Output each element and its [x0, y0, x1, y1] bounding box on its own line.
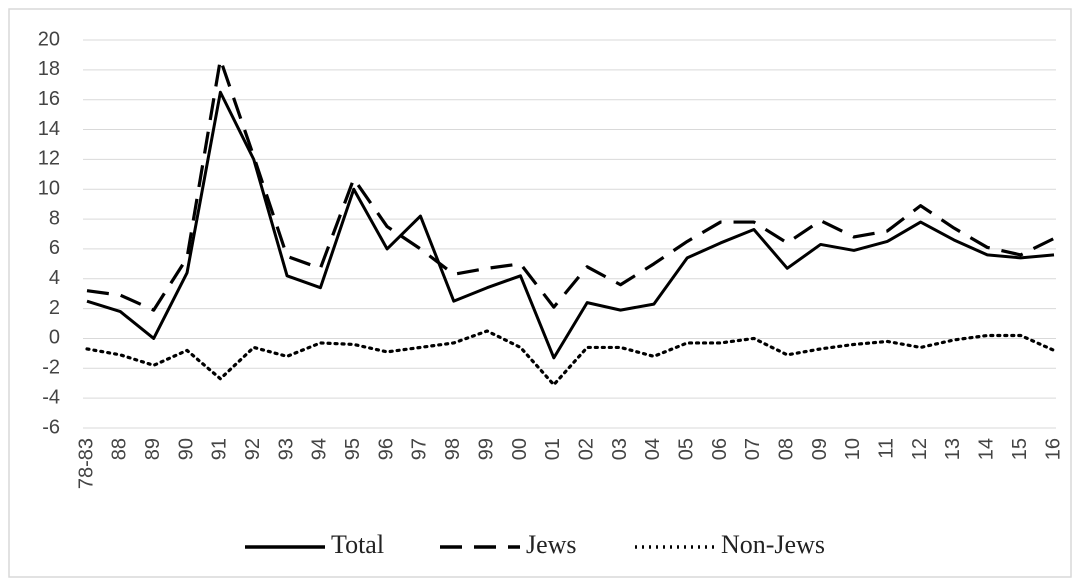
y-tick-label: -4: [42, 386, 60, 408]
x-tick-label: 93: [275, 438, 297, 460]
x-tick-label: 16: [1042, 438, 1064, 460]
y-tick-label: 12: [38, 148, 60, 170]
x-tick-label: 96: [375, 438, 397, 460]
x-tick-label: 91: [209, 438, 231, 460]
y-tick-label: 6: [49, 237, 60, 259]
x-tick-label: 03: [609, 438, 631, 460]
y-tick-label: 16: [38, 88, 60, 110]
x-tick-label: 07: [742, 438, 764, 460]
x-tick-label: 12: [909, 438, 931, 460]
x-tick-label: 94: [309, 438, 331, 460]
legend-label: Jews: [526, 530, 577, 559]
x-tick-label: 99: [475, 438, 497, 460]
x-tick-label: 09: [809, 438, 831, 460]
x-tick-label: 08: [776, 438, 798, 460]
x-tick-label: 00: [509, 438, 531, 460]
x-tick-label: 95: [342, 438, 364, 460]
series-line: [86, 90, 1055, 360]
x-tick-label: 97: [409, 438, 431, 460]
x-tick-label: 11: [876, 438, 898, 459]
x-tick-label: 98: [442, 438, 464, 460]
x-tick-label: 88: [109, 438, 131, 460]
x-tick-label: 92: [242, 438, 264, 460]
series-line: [86, 57, 1055, 312]
y-tick-label: 4: [49, 267, 60, 289]
x-tick-label: 05: [675, 438, 697, 460]
y-tick-label: 20: [38, 28, 60, 50]
x-tick-label: 06: [709, 438, 731, 460]
y-tick-label: 18: [38, 58, 60, 80]
y-tick-label: 2: [49, 297, 60, 319]
y-tick-label: 10: [38, 178, 60, 200]
y-tick-label: -2: [42, 357, 60, 379]
y-tick-label: 8: [49, 207, 60, 229]
x-tick-label: 13: [942, 438, 964, 460]
legend-label: Non-Jews: [721, 530, 825, 559]
x-tick-label: 10: [842, 438, 864, 460]
x-tick-label: 02: [575, 438, 597, 460]
chart-border: [8, 8, 1072, 578]
x-tick-label: 04: [642, 438, 664, 460]
y-tick-label: 0: [49, 327, 60, 349]
x-tick-label: 89: [142, 438, 164, 460]
x-tick-label: 78-83: [75, 438, 97, 489]
series-line: [85, 329, 1056, 387]
x-tick-label: 15: [1009, 438, 1031, 460]
legend-label: Total: [331, 530, 384, 559]
x-tick-label: 14: [976, 438, 998, 460]
y-tick-label: -6: [42, 416, 60, 438]
y-tick-label: 14: [38, 118, 60, 140]
x-tick-label: 90: [175, 438, 197, 460]
x-tick-label: 01: [542, 438, 564, 460]
